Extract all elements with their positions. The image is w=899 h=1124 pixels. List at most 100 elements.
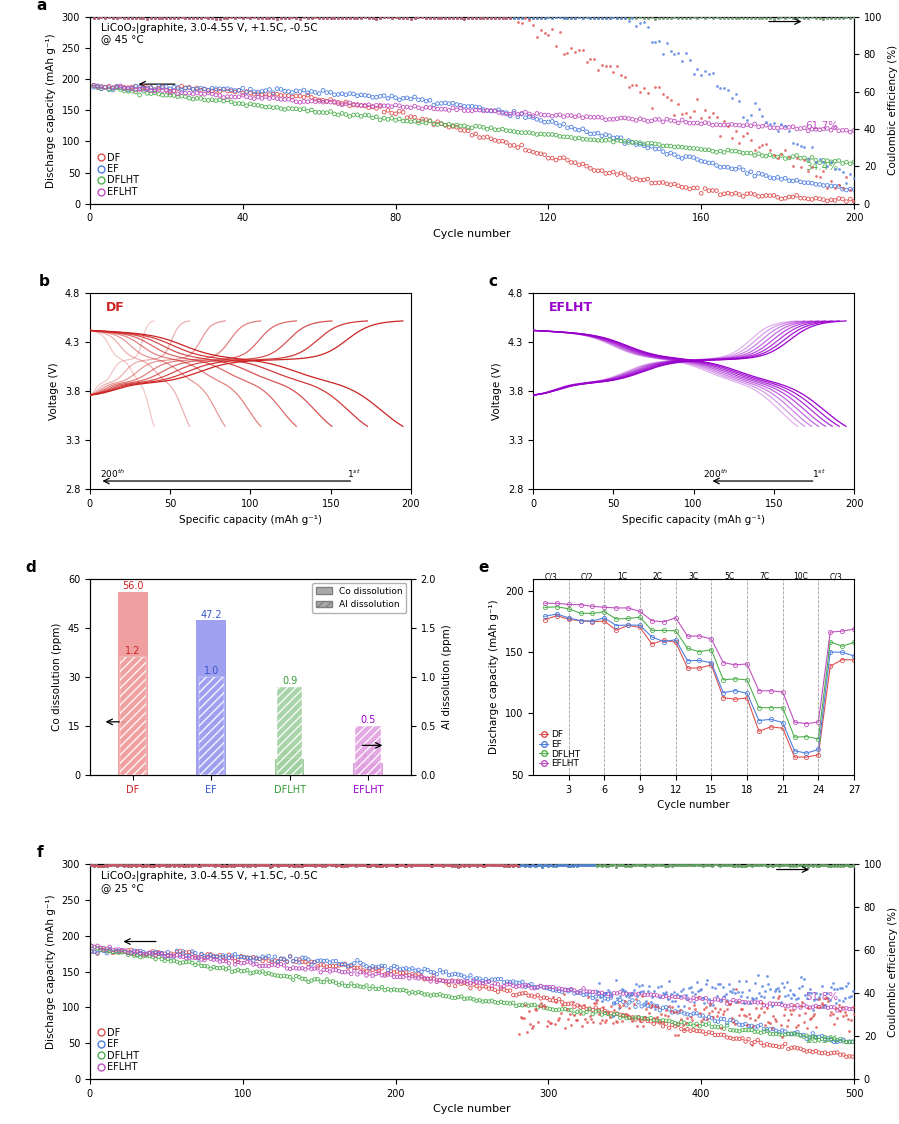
EFLHT [463,975,477,992]
Point [137,9,151,27]
Point [377,8,391,26]
DFLHT [90,939,105,957]
Point [451,858,466,876]
Point [809,855,823,873]
Point [506,858,521,876]
Point [670,986,684,1004]
EFLHT [127,943,141,961]
Point [471,856,485,874]
Point [412,9,426,27]
Point [660,9,674,27]
Point [474,855,488,873]
DFLHT [147,84,162,102]
EF [546,981,560,999]
Point [576,856,591,874]
Point [530,9,544,27]
Point [703,856,717,874]
EF [702,1008,717,1026]
Point [120,855,134,873]
EF [717,158,732,176]
EFLHT [266,89,280,107]
EFLHT [595,984,610,1001]
EFLHT [674,989,689,1007]
Point [792,1006,806,1024]
Point [306,856,320,874]
EFLHT [567,981,582,999]
EF [753,714,764,727]
Point [216,856,230,874]
Point [431,9,445,27]
EF [98,79,112,97]
Point [320,9,334,27]
EFLHT [237,954,252,972]
Point [423,9,437,27]
EFLHT [618,109,632,127]
DFLHT [687,1017,701,1035]
Point [526,9,540,27]
Point [439,856,453,874]
Point [642,977,656,995]
DFLHT [568,129,583,147]
EF [155,944,169,962]
Point [263,9,277,27]
Point [820,157,834,175]
Line: DFLHT: DFLHT [543,605,856,741]
EF [816,176,831,194]
DF [85,943,99,961]
DF [234,948,248,966]
Point [734,987,748,1005]
EF [442,94,457,112]
EFLHT [491,976,505,994]
Point [526,856,540,874]
Point [335,9,350,27]
Point [507,9,521,27]
Point [254,855,268,873]
Point [331,9,345,27]
Point [150,856,165,874]
EF [193,79,208,97]
Point [120,855,134,873]
EFLHT [476,975,490,992]
EFLHT [343,94,357,112]
Point [743,994,757,1012]
DFLHT [151,948,166,966]
Point [663,855,678,873]
Point [401,855,415,873]
EF [480,101,494,119]
EF [270,80,284,98]
DF [327,93,342,111]
Point [511,858,525,876]
Point [832,856,846,874]
Point [530,1013,545,1031]
Point [118,856,132,874]
Point [386,856,400,874]
Point [436,856,450,874]
EF [109,942,123,960]
EF [458,968,472,986]
DF [473,979,487,997]
Point [572,9,586,27]
Point [539,1017,554,1035]
Point [279,856,293,874]
DF [396,964,410,982]
EFLHT [658,615,669,628]
Point [228,856,243,874]
Point [644,998,658,1016]
Point [671,44,686,62]
EF [488,970,503,988]
Point [281,858,296,876]
Point [325,856,339,874]
DF [356,961,370,979]
Point [506,858,521,876]
Point [430,855,444,873]
Point [843,165,858,183]
Point [717,112,732,130]
EFLHT [592,985,606,1003]
Point [186,9,200,27]
Point [797,858,811,876]
Point [500,858,514,876]
Point [648,1000,663,1018]
EF [789,744,800,758]
Point [687,102,701,120]
DFLHT [249,963,263,981]
